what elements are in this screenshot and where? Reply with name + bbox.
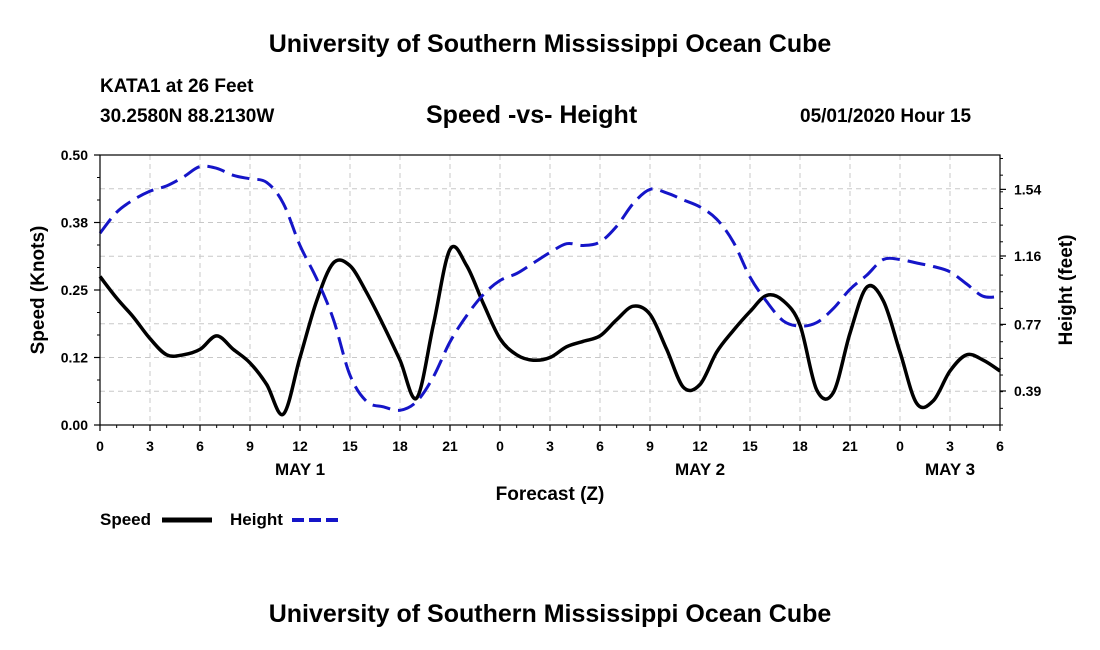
x-tick-label: 0: [96, 438, 104, 454]
x-tick-label: 9: [246, 438, 254, 454]
x-tick-label: 6: [996, 438, 1004, 454]
x-tick-label: 0: [496, 438, 504, 454]
x-axis-label: Forecast (Z): [496, 484, 605, 505]
y-tick-label-right: 0.77: [1014, 316, 1041, 332]
day-label: MAY 1: [275, 460, 325, 479]
ticks-layer: [94, 154, 1006, 431]
chart-title: Speed -vs- Height: [426, 101, 638, 129]
x-tick-label: 21: [842, 438, 858, 454]
legend-height-label: Height: [230, 510, 283, 529]
x-tick-label: 3: [946, 438, 954, 454]
day-label: MAY 2: [675, 460, 725, 479]
station-coords: 30.2580N 88.2130W: [100, 106, 275, 127]
x-tick-label: 12: [292, 438, 308, 454]
y-tick-label-left: 0.50: [61, 147, 88, 163]
labels-layer: 0 3 6 9 12 15 18 21 0 3 6 9 12 15 18 21 0 3 6 MAY 1 MAY 2 MAY…: [61, 147, 1042, 479]
series-layer: [98, 164, 1001, 417]
x-tick-label: 6: [196, 438, 204, 454]
x-tick-label: 0: [896, 438, 904, 454]
x-tick-label: 15: [342, 438, 358, 454]
y-tick-label-right: 1.16: [1014, 248, 1041, 264]
footer-title: University of Southern Mississippi Ocean…: [268, 600, 832, 628]
y-tick-label-left: 0.00: [61, 417, 88, 433]
y-tick-label-left: 0.12: [61, 350, 88, 366]
y-axis-label-left: Speed (Knots): [28, 226, 49, 355]
y-tick-label-left: 0.38: [61, 215, 88, 231]
y-tick-label-left: 0.25: [61, 282, 88, 298]
grid-layer: [100, 155, 1000, 425]
x-tick-label: 15: [742, 438, 758, 454]
height-series-line: [98, 164, 1001, 412]
x-tick-label: 18: [392, 438, 408, 454]
x-tick-label: 3: [146, 438, 154, 454]
x-tick-label: 9: [646, 438, 654, 454]
y-tick-label-right: 0.39: [1014, 383, 1041, 399]
day-label: MAY 3: [925, 460, 975, 479]
y-tick-label-right: 1.54: [1014, 181, 1041, 197]
legend-speed-label: Speed: [100, 510, 152, 529]
x-tick-label: 3: [546, 438, 554, 454]
page-title: University of Southern Mississippi Ocean…: [268, 30, 832, 58]
station-name: KATA1 at 26 Feet: [100, 76, 254, 97]
forecast-time: 05/01/2020 Hour 15: [800, 106, 972, 127]
x-tick-label: 6: [596, 438, 604, 454]
y-axis-label-right: Height (feet): [1056, 235, 1077, 346]
x-tick-label: 18: [792, 438, 808, 454]
x-tick-label: 12: [692, 438, 708, 454]
x-tick-label: 21: [442, 438, 458, 454]
speed-series-line: [98, 244, 1001, 417]
